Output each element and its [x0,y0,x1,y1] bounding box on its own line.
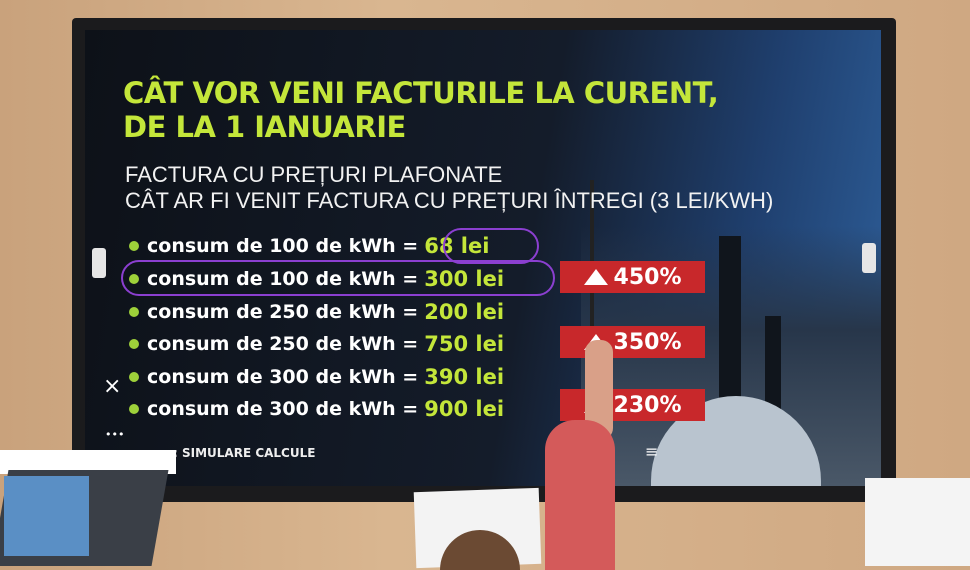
highlight-circle [443,228,539,264]
page-title: CÂT VOR VENI FACTURILE LA CURENT, DE LA … [123,76,719,144]
laptop-screen [4,476,89,556]
overlay-panel [865,478,970,566]
increase-badge: 450% [560,261,705,293]
list-item: consum de 300 de kWh = 390 lei [129,362,504,392]
increase-badge: 230% [560,389,705,421]
arrow-up-icon [583,269,608,285]
side-tab-right[interactable] [862,243,876,273]
list-item: consum de 100 de kWh = 68 lei [129,231,489,261]
menu-icon[interactable]: ≡ [645,442,659,461]
highlight-circle [121,260,555,296]
close-icon[interactable]: × [103,374,122,399]
tv-screen: CÂT VOR VENI FACTURILE LA CURENT, DE LA … [85,30,881,486]
list-item: consum de 250 de kWh = 750 lei [129,329,504,359]
list-item: consum de 250 de kWh = 200 lei [129,297,504,327]
list-item: consum de 100 de kWh = 300 lei [129,264,504,294]
list-item: consum de 300 de kWh = 900 lei [129,394,504,424]
source-text: : SIMULARE CALCULE [173,446,316,460]
increase-badge: 350% [560,326,705,358]
presenter [545,420,615,570]
subtitle: FACTURA CU PREȚURI PLAFONATE CÂT AR FI V… [125,162,774,213]
more-icon[interactable]: ••• [105,428,125,441]
side-tab-left[interactable] [92,248,106,278]
